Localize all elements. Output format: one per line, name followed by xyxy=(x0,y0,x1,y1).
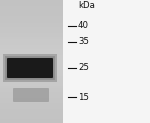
Bar xyxy=(0,68,63,70)
FancyBboxPatch shape xyxy=(7,58,53,78)
Bar xyxy=(0,80,63,82)
Bar xyxy=(0,45,63,47)
Bar xyxy=(0,90,63,92)
Bar xyxy=(0,2,63,4)
Bar xyxy=(0,10,63,12)
Bar xyxy=(0,74,63,76)
Bar xyxy=(0,35,63,37)
Bar xyxy=(0,72,63,74)
Bar xyxy=(0,16,63,18)
Bar xyxy=(0,111,63,113)
Bar xyxy=(0,6,63,8)
Bar xyxy=(0,86,63,88)
Bar xyxy=(0,57,63,59)
FancyBboxPatch shape xyxy=(3,54,57,82)
FancyBboxPatch shape xyxy=(6,57,54,78)
Bar xyxy=(0,109,63,111)
Bar xyxy=(0,0,63,123)
Bar xyxy=(0,121,63,123)
Bar xyxy=(0,76,63,78)
Bar xyxy=(0,43,63,45)
Bar xyxy=(0,29,63,31)
Bar xyxy=(0,98,63,100)
Bar xyxy=(0,23,63,25)
Bar xyxy=(0,12,63,14)
Bar xyxy=(0,105,63,107)
Bar xyxy=(0,84,63,86)
Bar xyxy=(0,53,63,55)
Text: 35: 35 xyxy=(78,38,89,46)
Bar xyxy=(0,64,63,66)
Bar xyxy=(0,18,63,21)
Bar xyxy=(0,92,63,94)
Bar xyxy=(0,0,63,2)
Bar xyxy=(0,107,63,109)
FancyBboxPatch shape xyxy=(13,88,49,102)
Bar xyxy=(0,82,63,84)
Bar xyxy=(0,66,63,68)
Bar xyxy=(0,31,63,33)
Bar xyxy=(0,51,63,53)
Bar xyxy=(0,25,63,27)
Bar xyxy=(0,37,63,39)
Bar xyxy=(0,62,63,64)
Bar xyxy=(0,119,63,121)
Bar xyxy=(0,41,63,43)
Bar xyxy=(0,100,63,102)
Text: kDa: kDa xyxy=(78,1,95,10)
Bar xyxy=(0,94,63,96)
Bar xyxy=(0,47,63,49)
Bar xyxy=(0,78,63,80)
Bar xyxy=(0,33,63,35)
Bar xyxy=(0,115,63,117)
Bar xyxy=(0,39,63,41)
Bar xyxy=(0,14,63,16)
FancyBboxPatch shape xyxy=(5,56,55,80)
Text: 25: 25 xyxy=(78,63,89,72)
Bar xyxy=(0,55,63,57)
Bar xyxy=(0,4,63,6)
Bar xyxy=(0,8,63,10)
Bar xyxy=(0,21,63,23)
Bar xyxy=(0,49,63,51)
Bar xyxy=(0,96,63,98)
Bar xyxy=(0,70,63,72)
Text: 15: 15 xyxy=(78,92,89,101)
Text: 40: 40 xyxy=(78,22,89,31)
Bar xyxy=(0,113,63,115)
Bar xyxy=(0,88,63,90)
Bar xyxy=(0,27,63,29)
Bar xyxy=(0,59,63,62)
Bar xyxy=(0,117,63,119)
Bar xyxy=(0,102,63,105)
